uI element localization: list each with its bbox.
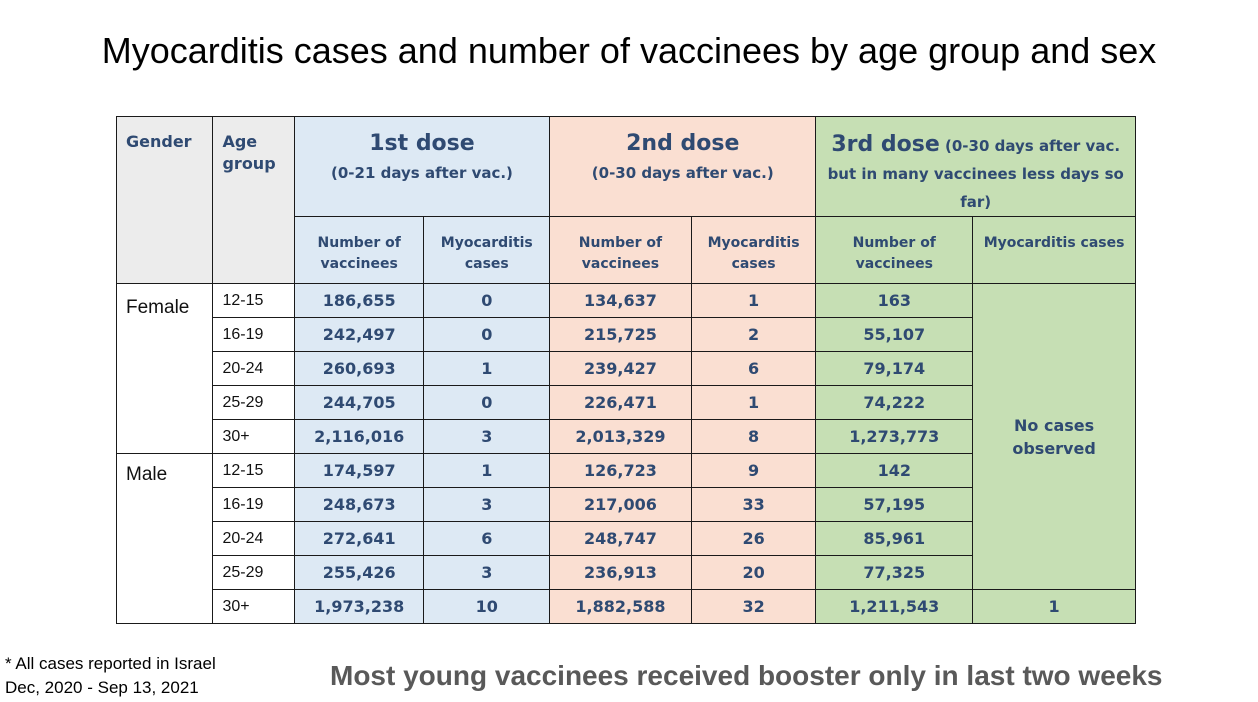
table-row: 16-19 248,673 3 217,006 33 57,195	[117, 487, 1136, 522]
dose1-vaccinees-header: Number of vaccinees	[293, 216, 425, 284]
dose2-myocarditis-cell: 26	[690, 521, 817, 556]
dose1-myocarditis-cell: 3	[423, 419, 551, 454]
dose1-vaccinees-cell: 255,426	[293, 555, 425, 590]
table-row: 25-29 244,705 0 226,471 1 74,222	[117, 385, 1136, 420]
dose2-myocarditis-cell: 33	[690, 487, 817, 522]
age-cell: 30+	[212, 589, 295, 624]
dose3-vaccinees-cell: 55,107	[815, 317, 974, 352]
dose3-vaccinees-cell: 77,325	[815, 555, 974, 590]
dose3-vaccinees-cell: 85,961	[815, 521, 974, 556]
dose1-vaccinees-cell: 260,693	[293, 351, 425, 386]
dose3-myocarditis-cell: 1	[972, 589, 1136, 624]
table-row: 30+ 1,973,238 10 1,882,588 32 1,211,543 …	[117, 589, 1136, 624]
dose2-header: 2nd dose (0-30 days after vac.)	[549, 116, 817, 217]
dose2-vaccinees-cell: 217,006	[549, 487, 692, 522]
dose2-myocarditis-cell: 6	[690, 351, 817, 386]
dose2-title: 2nd dose	[626, 131, 740, 156]
no-cases-observed: No cases observed	[972, 283, 1136, 590]
dose2-myocarditis-cell: 1	[690, 283, 817, 318]
table-row: Male 12-15 174,597 1 126,723 9 142	[115, 453, 1136, 624]
age-cell: 20-24	[212, 521, 295, 556]
age-cell: 16-19	[212, 487, 295, 522]
dose1-vaccinees-cell: 248,673	[293, 487, 425, 522]
dose1-myocarditis-cell: 3	[423, 555, 551, 590]
dose2-myocarditis-header: Myocarditis cases	[690, 216, 817, 284]
dose1-myocarditis-cell: 1	[423, 351, 551, 386]
dose1-title: 1st dose	[369, 131, 475, 156]
age-group-header-label: Age group	[222, 132, 276, 173]
dose2-myocarditis-cell: 9	[690, 453, 817, 488]
gender-female: Female	[115, 283, 214, 454]
dose1-vaccinees-cell: 244,705	[293, 385, 425, 420]
dose1-myocarditis-cell: 0	[423, 317, 551, 352]
dose2-myocarditis-cell: 2	[690, 317, 817, 352]
footnote: * All cases reported in Israel Dec, 2020…	[5, 652, 216, 700]
dose1-vaccinees-cell: 1,973,238	[293, 589, 425, 624]
dose3-myocarditis-header: Myocarditis cases	[972, 216, 1136, 284]
table-row: 20-24 272,641 6 248,747 26 85,961	[117, 521, 1136, 556]
dose1-vaccinees-cell: 242,497	[293, 317, 425, 352]
age-cell: 25-29	[212, 555, 295, 590]
dose3-vaccinees-cell: 142	[815, 453, 974, 488]
dose1-myocarditis-cell: 1	[423, 453, 551, 488]
gender-header: Gender	[115, 116, 214, 284]
myocarditis-table: Gender Age group 1st dose (0-21 days aft…	[115, 116, 1136, 624]
dose2-vaccinees-cell: 226,471	[549, 385, 692, 420]
dose1-vaccinees-cell: 186,655	[293, 283, 425, 318]
dose2-vaccinees-cell: 2,013,329	[549, 419, 692, 454]
dose2-myocarditis-cell: 32	[690, 589, 817, 624]
dose3-vaccinees-cell: 74,222	[815, 385, 974, 420]
footnote-line-1: * All cases reported in Israel	[5, 654, 216, 673]
dose1-header: 1st dose (0-21 days after vac.)	[293, 116, 551, 217]
dose3-subtitle: (0-30 days after vac. but in many vaccin…	[827, 137, 1124, 211]
dose3-vaccinees-cell: 79,174	[815, 351, 974, 386]
dose2-vaccinees-cell: 239,427	[549, 351, 692, 386]
dose2-myocarditis-cell: 8	[690, 419, 817, 454]
dose1-myocarditis-cell: 0	[423, 385, 551, 420]
dose3-vaccinees-header: Number of vaccinees	[815, 216, 974, 284]
no-cases-label: No cases observed	[1012, 415, 1096, 458]
age-cell: 12-15	[212, 283, 295, 318]
age-cell: 12-15	[212, 453, 295, 488]
dose3-title: 3rd dose	[831, 132, 940, 157]
dose1-myocarditis-cell: 0	[423, 283, 551, 318]
dose2-subtitle: (0-30 days after vac.)	[591, 164, 774, 182]
dose1-myocarditis-cell: 6	[423, 521, 551, 556]
gender-male: Male	[115, 453, 214, 624]
dose2-vaccinees-cell: 215,725	[549, 317, 692, 352]
age-cell: 20-24	[212, 351, 295, 386]
dose2-vaccinees-cell: 1,882,588	[549, 589, 692, 624]
dose2-vaccinees-cell: 134,637	[549, 283, 692, 318]
table-row: 25-29 255,426 3 236,913 20 77,325	[117, 555, 1136, 590]
dose3-vaccinees-cell: 1,273,773	[815, 419, 974, 454]
dose2-myocarditis-cell: 1	[690, 385, 817, 420]
dose3-vaccinees-cell: 1,211,543	[815, 589, 974, 624]
page-title: Myocarditis cases and number of vaccinee…	[101, 30, 1157, 71]
age-group-header: Age group	[212, 116, 295, 284]
dose3-vaccinees-cell: 163	[815, 283, 974, 318]
age-cell: 16-19	[212, 317, 295, 352]
dose1-myocarditis-cell: 3	[423, 487, 551, 522]
dose2-myocarditis-cell: 20	[690, 555, 817, 590]
booster-note: Most young vaccinees received booster on…	[330, 660, 1163, 691]
dose2-vaccinees-cell: 236,913	[549, 555, 692, 590]
table-row: 16-19 242,497 0 215,725 2 55,107	[117, 317, 1136, 352]
dose1-vaccinees-cell: 2,116,016	[293, 419, 425, 454]
dose3-vaccinees-cell: 57,195	[815, 487, 974, 522]
footnote-line-2: Dec, 2020 - Sep 13, 2021	[5, 678, 199, 697]
dose2-vaccinees-cell: 126,723	[549, 453, 692, 488]
dose1-myocarditis-cell: 10	[423, 589, 551, 624]
dose1-vaccinees-cell: 272,641	[293, 521, 425, 556]
dose2-vaccinees-cell: 248,747	[549, 521, 692, 556]
dose3-header: 3rd dose (0-30 days after vac. but in ma…	[815, 116, 1136, 217]
dose1-vaccinees-cell: 174,597	[293, 453, 425, 488]
dose2-vaccinees-header: Number of vaccinees	[549, 216, 692, 284]
age-cell: 30+	[212, 419, 295, 454]
table-row: Female 12-15 186,655 0 134,637 1 163 No …	[115, 283, 1136, 590]
dose1-subtitle: (0-21 days after vac.)	[331, 164, 513, 182]
dose1-myocarditis-header: Myocarditis cases	[423, 216, 551, 284]
age-cell: 25-29	[212, 385, 295, 420]
